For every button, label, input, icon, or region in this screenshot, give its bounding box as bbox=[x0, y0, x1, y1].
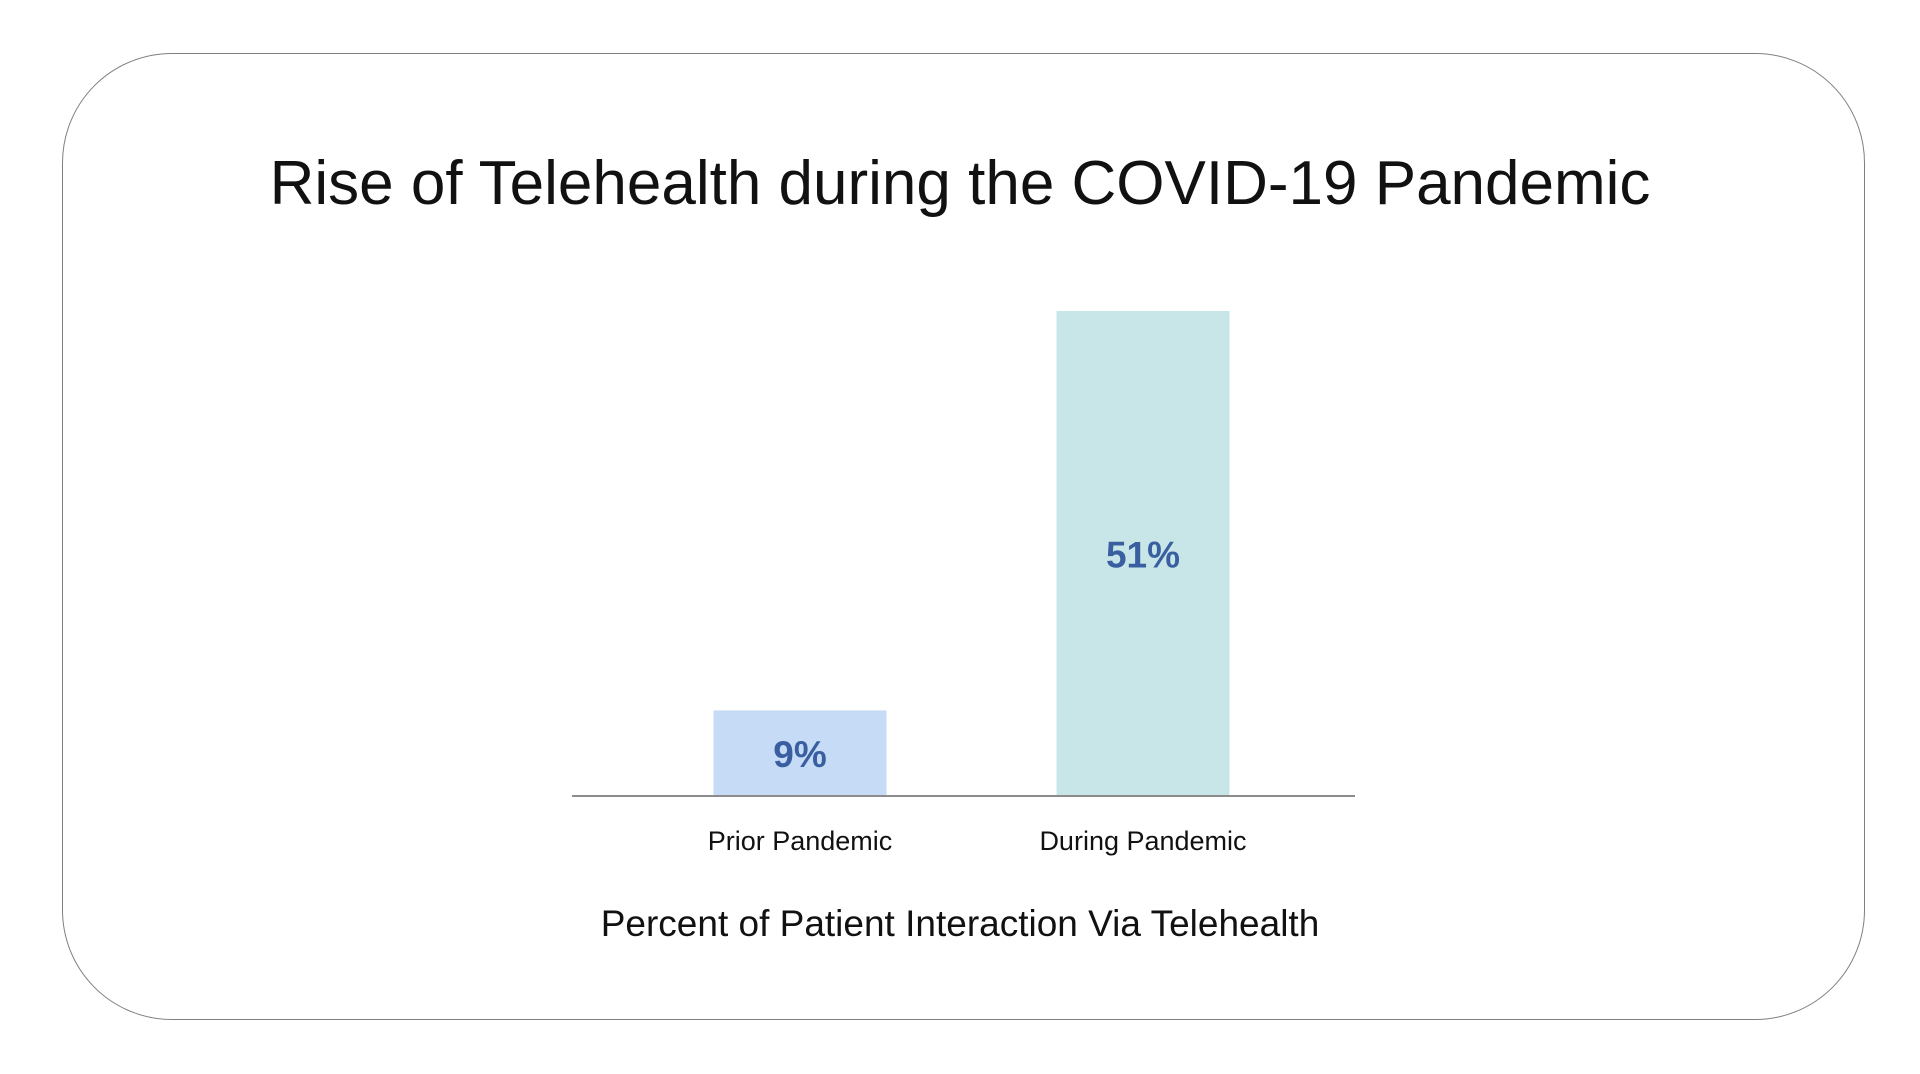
bar-0 bbox=[713, 710, 887, 796]
slide-frame bbox=[62, 53, 1865, 1020]
data-label-1: 51% bbox=[1106, 535, 1180, 576]
x-tick-label-1: During Pandemic bbox=[1039, 826, 1246, 856]
x-tick-label-0: Prior Pandemic bbox=[708, 826, 893, 856]
bar-1 bbox=[1056, 311, 1230, 796]
x-axis-title: Percent of Patient Interaction Via Teleh… bbox=[600, 903, 1320, 944]
chart-title: Rise of Telehealth during the COVID-19 P… bbox=[269, 149, 1651, 218]
data-label-0: 9% bbox=[773, 734, 826, 775]
